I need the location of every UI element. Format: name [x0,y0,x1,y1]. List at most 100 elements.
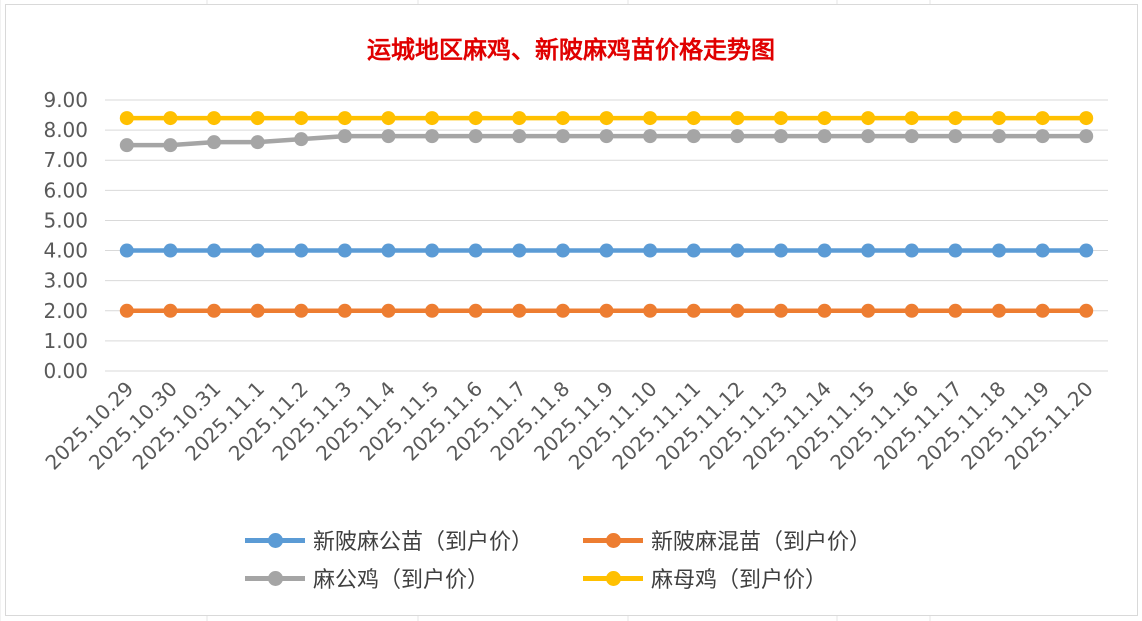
data-point [425,243,440,258]
data-point [555,111,570,126]
data-point [163,138,178,153]
data-point [163,243,178,258]
data-point [119,303,134,318]
y-tick-label: 4.00 [43,239,88,263]
data-point [294,132,309,147]
data-point [1079,243,1094,258]
y-tick-label: 0.00 [43,359,88,383]
data-point [207,243,222,258]
data-point [817,129,832,144]
data-point [250,135,265,150]
data-point [468,129,483,144]
data-point [1079,303,1094,318]
data-point [643,111,658,126]
data-point [1035,129,1050,144]
data-point [512,111,527,126]
data-point [817,303,832,318]
legend-label: 新陂麻公苗（到户价） [313,530,534,555]
data-point [119,111,134,126]
data-point [773,303,788,318]
data-point [119,138,134,153]
data-point [948,243,963,258]
data-point [207,135,222,150]
y-tick-label: 2.00 [43,299,88,323]
legend-label: 麻公鸡（到户价） [313,568,490,593]
data-point [599,243,614,258]
data-point [773,111,788,126]
data-point [1035,303,1050,318]
legend-marker [245,568,305,588]
data-point [425,129,440,144]
data-point [991,303,1006,318]
data-point [686,129,701,144]
data-point [337,303,352,318]
data-point [730,303,745,318]
y-tick-label: 1.00 [43,329,88,353]
series-3 [119,111,1094,126]
data-point [991,243,1006,258]
data-point [686,303,701,318]
y-tick-label: 9.00 [43,88,88,112]
data-point [686,111,701,126]
series-0 [119,243,1094,258]
data-point [861,303,876,318]
data-point [948,129,963,144]
series-1 [119,303,1094,318]
data-point [468,243,483,258]
data-point [250,243,265,258]
data-point [773,129,788,144]
x-axis: 2025.10.292025.10.302025.10.312025.11.12… [40,377,1097,475]
legend-marker [583,568,643,588]
data-point [512,303,527,318]
data-point [425,303,440,318]
legend-item-series-2: 麻公鸡（到户价） [245,560,489,596]
legend-item-series-1: 新陂麻混苗（到户价） [583,522,871,558]
y-tick-label: 7.00 [43,148,88,172]
data-point [468,111,483,126]
data-point [294,303,309,318]
data-point [207,111,222,126]
data-point [294,243,309,258]
data-point [643,303,658,318]
data-point [337,243,352,258]
data-point [555,243,570,258]
chart-title: 运城地区麻鸡、新陂麻鸡苗价格走势图 [367,35,775,64]
data-point [119,243,134,258]
series-2 [119,129,1094,153]
data-point [730,111,745,126]
y-axis: 0.00 1.00 2.00 3.00 4.00 5.00 6.00 7.00 8.00 9.00 [43,88,88,383]
data-point [991,129,1006,144]
data-point [599,303,614,318]
data-point [817,243,832,258]
legend-label: 麻母鸡（到户价） [651,568,828,593]
data-point [381,303,396,318]
data-point [381,129,396,144]
data-point [861,111,876,126]
data-point [163,111,178,126]
data-point [425,111,440,126]
data-point [643,243,658,258]
data-point [904,111,919,126]
data-point [730,243,745,258]
legend-item-series-0: 新陂麻公苗（到户价） [245,522,533,558]
data-point [948,303,963,318]
y-tick-label: 6.00 [43,178,88,202]
data-point [250,303,265,318]
data-point [948,111,963,126]
data-point [904,129,919,144]
data-point [904,303,919,318]
y-tick-label: 3.00 [43,269,88,293]
data-point [861,243,876,258]
legend-label: 新陂麻混苗（到户价） [651,530,872,555]
data-point [381,111,396,126]
data-point [1035,243,1050,258]
data-point [250,111,265,126]
data-point [686,243,701,258]
data-point [512,129,527,144]
data-point [163,303,178,318]
data-point [337,129,352,144]
data-point [468,303,483,318]
legend-item-series-3: 麻母鸡（到户价） [583,560,827,596]
data-point [381,243,396,258]
